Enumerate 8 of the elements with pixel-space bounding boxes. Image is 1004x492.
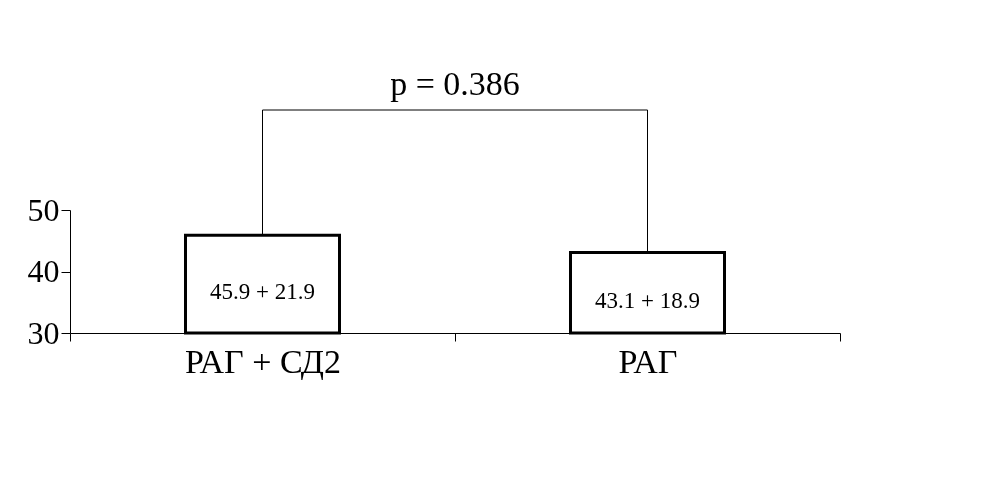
data-label: 43.1 + 18.9 — [595, 287, 700, 313]
text: p = 0.386 — [390, 65, 520, 102]
x-tick-label: РАГ — [618, 342, 678, 380]
y-tick-label: 40 — [27, 253, 60, 289]
x-tick-label: РАГ + СД2 — [184, 342, 342, 380]
y-tick-label: 30 — [27, 314, 60, 351]
y-tick-label: 50 — [27, 191, 60, 228]
data-label: 45.9 + 21.9 — [210, 279, 315, 305]
